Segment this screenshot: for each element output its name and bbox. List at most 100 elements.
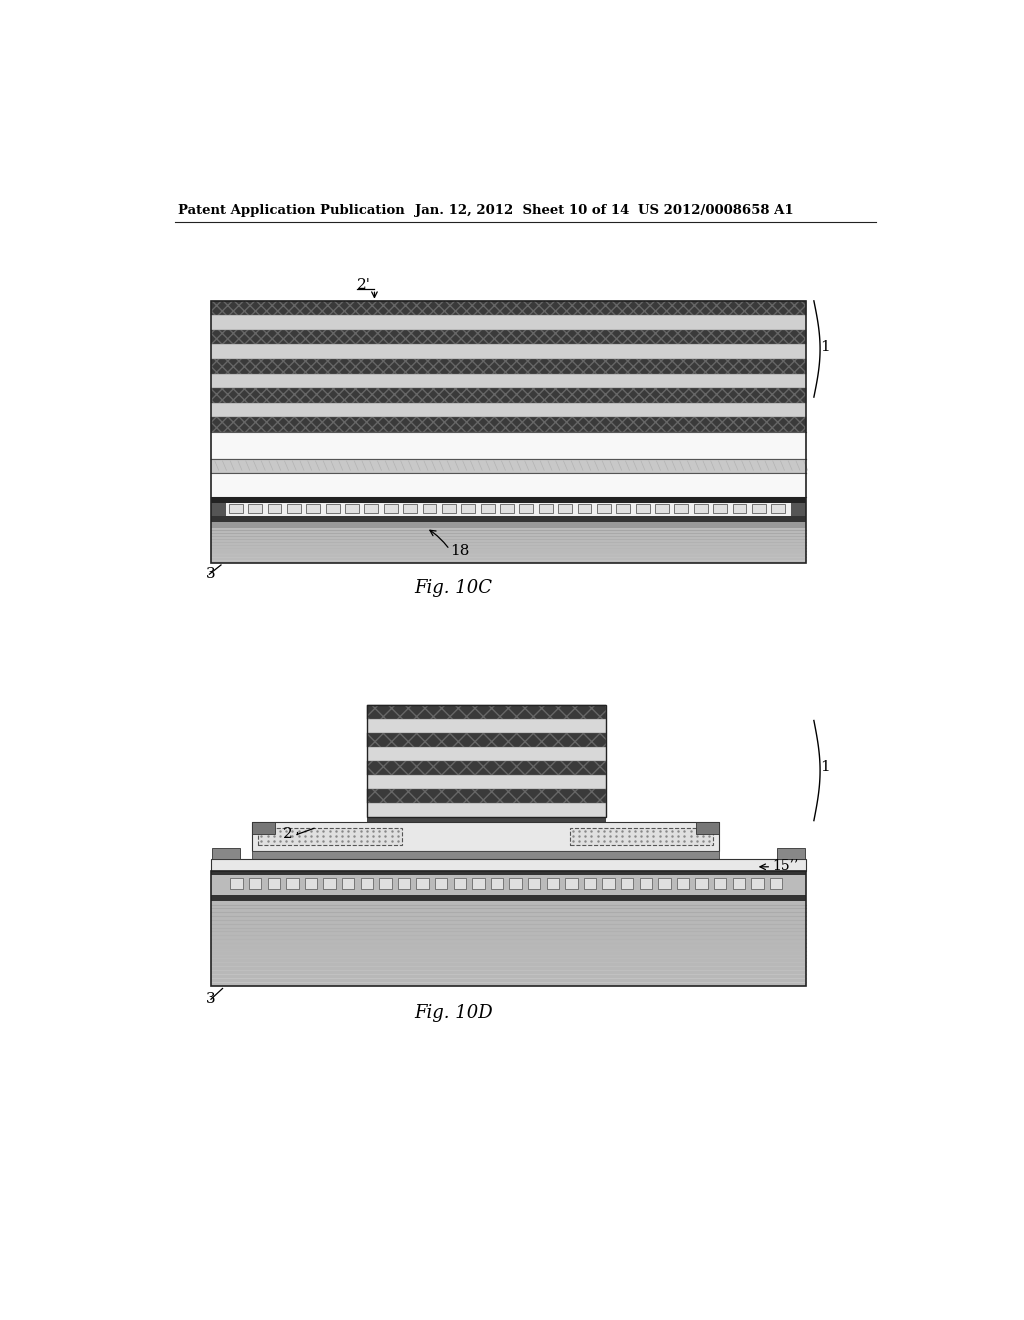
Bar [211,417,806,432]
Bar [211,388,806,403]
Bar [230,878,243,890]
Bar [360,878,373,890]
Bar [621,878,633,890]
Bar [417,878,429,890]
Bar [211,301,806,562]
Bar [305,878,317,890]
Bar [211,875,806,895]
Bar [367,705,606,719]
Bar [655,504,669,513]
Bar [211,359,806,374]
Bar [584,878,596,890]
Bar [252,851,719,859]
Bar [490,878,503,890]
Bar [211,473,806,498]
Bar [714,878,726,890]
Text: Jan. 12, 2012  Sheet 10 of 14: Jan. 12, 2012 Sheet 10 of 14 [415,205,629,218]
Bar [367,747,606,760]
Bar [367,789,606,803]
Text: 15’’: 15’’ [773,859,799,873]
Bar [519,504,534,513]
Bar [713,504,727,513]
Bar [211,503,806,516]
Bar [367,817,606,822]
Bar [791,503,806,516]
Text: US 2012/0008658 A1: US 2012/0008658 A1 [638,205,794,218]
Bar [211,871,806,986]
Bar [384,504,397,513]
Bar [211,345,806,359]
Bar [365,504,378,513]
Bar [211,498,806,503]
Bar [211,403,806,417]
Bar [367,733,606,747]
Bar [539,504,553,513]
Bar [367,719,606,733]
Bar [454,878,466,890]
Bar [367,705,606,719]
Bar [732,878,744,890]
Bar [367,760,606,775]
Bar [558,504,572,513]
Bar [565,878,578,890]
Bar [211,330,806,345]
Bar [442,504,456,513]
Text: Fig. 10C: Fig. 10C [415,579,493,597]
Bar [602,878,614,890]
Bar [248,504,262,513]
Bar [696,822,719,834]
Bar [751,878,764,890]
Bar [211,417,806,432]
Bar [569,829,713,845]
Bar [367,760,606,775]
Bar [461,504,475,513]
Bar [578,504,592,513]
Bar [252,822,275,834]
Text: 3: 3 [206,993,215,1006]
Bar [367,705,606,817]
Bar [771,504,785,513]
Bar [286,878,299,890]
Bar [675,504,688,513]
Bar [777,849,805,859]
Text: 2': 2' [356,279,371,293]
Bar [211,859,806,871]
Bar [597,504,611,513]
Bar [367,775,606,789]
Bar [211,459,806,473]
Bar [306,504,321,513]
Bar [500,504,514,513]
Bar [509,878,521,890]
Text: 1: 1 [820,760,829,774]
Bar [640,878,652,890]
Bar [267,504,282,513]
Bar [211,388,806,403]
Text: Patent Application Publication: Patent Application Publication [178,205,406,218]
Text: 3: 3 [206,568,215,581]
Bar [211,871,806,875]
Bar [326,504,340,513]
Text: 18: 18 [450,544,469,558]
Bar [211,900,806,986]
Bar [211,315,806,330]
Bar [267,878,280,890]
Bar [211,301,806,302]
Bar [211,301,806,315]
Bar [342,878,354,890]
Bar [252,822,719,851]
Bar [397,878,410,890]
Text: Fig. 10D: Fig. 10D [415,1005,494,1022]
Bar [324,878,336,890]
Bar [528,878,541,890]
Bar [435,878,447,890]
Bar [379,878,391,890]
Bar [423,504,436,513]
Bar [345,504,359,513]
Bar [211,528,806,562]
Bar [258,829,401,845]
Bar [211,895,806,900]
Bar [636,504,649,513]
Bar [752,504,766,513]
Bar [732,504,746,513]
Bar [211,374,806,388]
